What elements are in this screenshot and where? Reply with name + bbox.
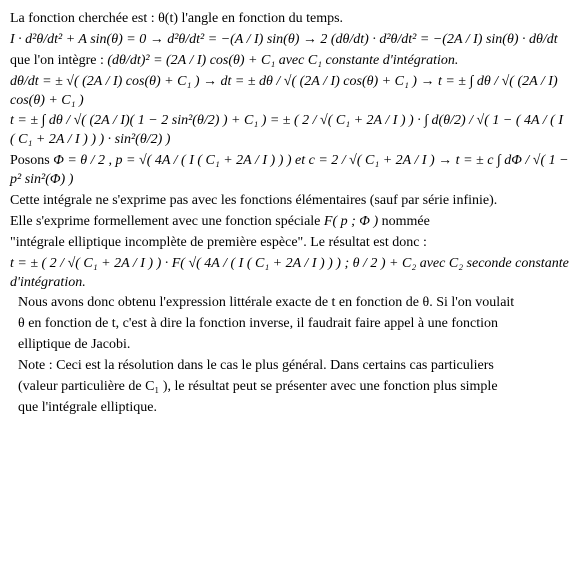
para-8: θ en fonction de t, c'est à dire la fonc… [10,315,569,334]
equation-6: t = ± ( 2 / √( C₁ + 2A / I ) ) · F( √( 4… [10,255,569,293]
p10-text: Note : Ceci est la résolution dans le ca… [18,358,494,373]
p7-text: Nous avons donc obtenu l'expression litt… [18,295,514,310]
eq1-text: I · d²θ/dt² + A sin(θ) = 0 → d²θ/dt² = −… [10,32,558,47]
para-4: Cette intégrale ne s'exprime pas avec le… [10,192,569,211]
intro-line: La fonction cherchée est : θ(t) l'angle … [10,10,569,29]
para-12: que l'intégrale elliptique. [10,399,569,418]
p6-text: "intégrale elliptique incomplète de prem… [10,235,427,250]
p5c-text: nommée [378,214,430,229]
integrate-line: que l'on intègre : (dθ/dt)² = (2A / I) c… [10,52,569,71]
equation-1: I · d²θ/dt² + A sin(θ) = 0 → d²θ/dt² = −… [10,31,569,50]
intro-text: La fonction cherchée est : θ(t) l'angle … [10,11,343,26]
posons-line: Posons Φ = θ / 2 , p = √( 4A / ( I ( C₁ … [10,152,569,190]
para-9: elliptique de Jacobi. [10,336,569,355]
p4-text: Cette intégrale ne s'exprime pas avec le… [10,193,497,208]
eq4-text: t = ± ∫ dθ / √( (2A / I)( 1 − 2 sin²(θ/2… [10,113,563,147]
eq5-text: Φ = θ / 2 , p = √( 4A / ( I ( C₁ + 2A / … [10,153,569,187]
p11-text: (valeur particulière de C₁ ), le résulta… [18,379,498,394]
posons-label: Posons [10,153,53,168]
p8-text: θ en fonction de t, c'est à dire la fonc… [18,316,498,331]
equation-4: t = ± ∫ dθ / √( (2A / I)( 1 − 2 sin²(θ/2… [10,112,569,150]
equation-3: dθ/dt = ± √( (2A / I) cos(θ) + C₁ ) → dt… [10,73,569,111]
para-7: Nous avons donc obtenu l'expression litt… [10,294,569,313]
eq2-text: (dθ/dt)² = (2A / I) cos(θ) + C₁ avec C₁ … [107,53,458,68]
p9-text: elliptique de Jacobi. [18,337,130,352]
p5a-text: Elle s'exprime formellement avec une fon… [10,214,324,229]
para-6: "intégrale elliptique incomplète de prem… [10,234,569,253]
p5b-text: F( p ; Φ ) [324,214,378,229]
para-5: Elle s'exprime formellement avec une fon… [10,213,569,232]
p12-text: que l'intégrale elliptique. [18,400,157,415]
eq6-text: t = ± ( 2 / √( C₁ + 2A / I ) ) · F( √( 4… [10,256,569,290]
para-10: Note : Ceci est la résolution dans le ca… [10,357,569,376]
para-11: (valeur particulière de C₁ ), le résulta… [10,378,569,397]
eq3-text: dθ/dt = ± √( (2A / I) cos(θ) + C₁ ) → dt… [10,74,558,108]
integrate-text: que l'on intègre : [10,53,107,68]
